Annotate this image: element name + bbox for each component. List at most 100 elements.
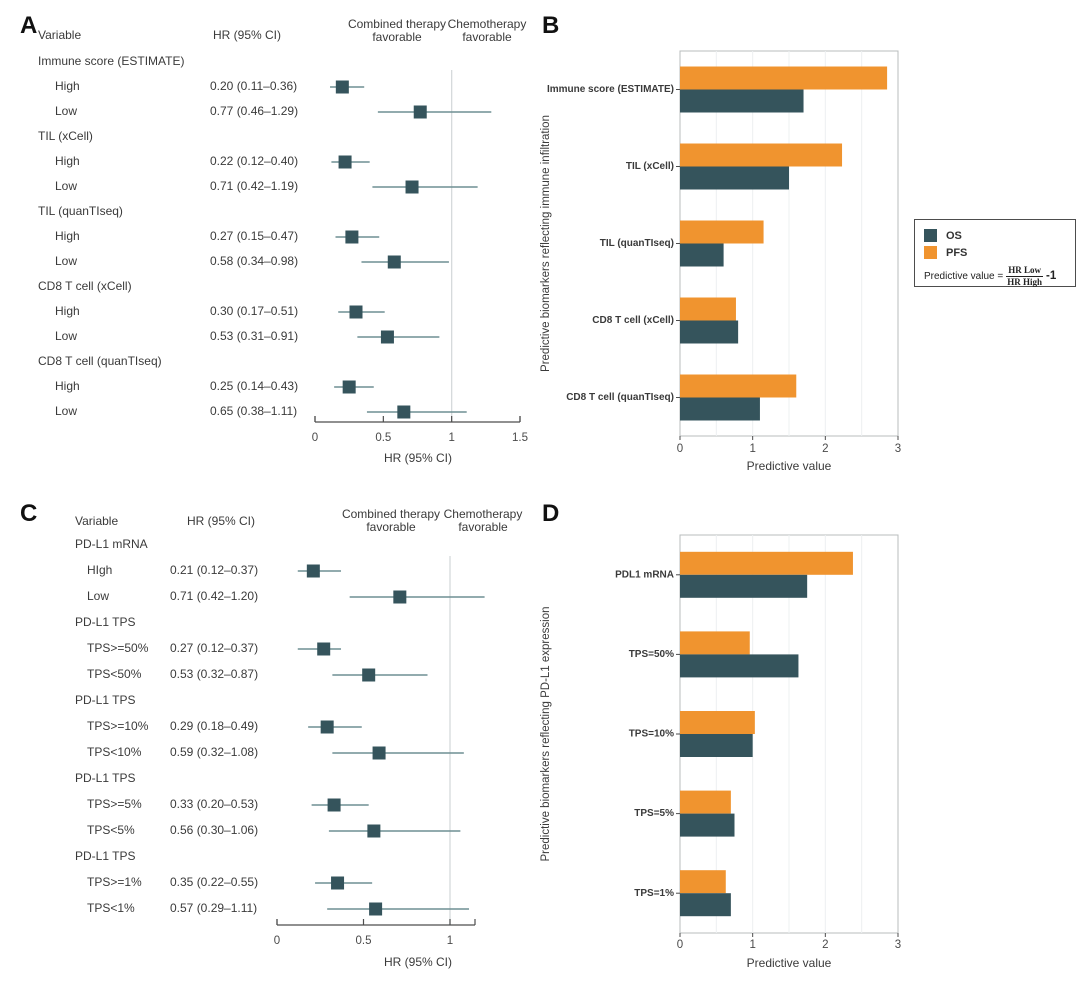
- hazard-ratio-marker: [327, 798, 341, 812]
- variable-column-header: Variable: [38, 28, 81, 42]
- forest-hr-value: 0.33 (0.20–0.53): [170, 797, 258, 811]
- bar-pfs: [680, 790, 731, 814]
- panel-d-bar-chart: PDL1 mRNA TPS=50% TPS=10% TPS=5% TPS=1% 0 1 2 3 P…: [540, 534, 901, 970]
- os-swatch: [924, 229, 937, 242]
- x-axis-tick-label: 0.5: [356, 935, 372, 947]
- chemotherapy-favorable-header: Chemotherapy: [444, 507, 523, 521]
- panel-b-bar-chart: Immune score (ESTIMATE) TIL (xCell) TIL (q…: [540, 50, 901, 473]
- forest-hr-value: 0.22 (0.12–0.40): [210, 154, 298, 168]
- x-axis-tick-label: 2: [822, 443, 828, 455]
- forest-hr-value: 0.71 (0.42–1.19): [210, 179, 298, 193]
- x-axis-tick-label: 0: [274, 935, 280, 947]
- forest-group-label: PD-L1 TPS: [75, 693, 135, 707]
- forest-group-label: PD-L1 TPS: [75, 849, 135, 863]
- bar-os: [680, 243, 724, 267]
- panel-a-label: A: [20, 12, 38, 39]
- combined-therapy-favorable-header: Combined therapy: [342, 507, 440, 521]
- forest-hr-value: 0.53 (0.31–0.91): [210, 329, 298, 343]
- forest-hr-value: 0.35 (0.22–0.55): [170, 875, 258, 889]
- forest-item-label: High: [55, 379, 80, 393]
- bar-pfs: [680, 711, 755, 734]
- panel-c-label: C: [20, 500, 38, 527]
- forest-hr-value: 0.53 (0.32–0.87): [170, 667, 258, 681]
- hazard-ratio-marker: [369, 902, 383, 916]
- forest-group-label: CD8 T cell (quanTIseq): [38, 354, 162, 368]
- forest-item-label: High: [55, 229, 80, 243]
- forest-group-label: TIL (quanTIseq): [38, 204, 123, 218]
- bar-os: [680, 574, 808, 598]
- hazard-ratio-marker: [393, 590, 407, 604]
- forest-group-label: TIL (xCell): [38, 129, 93, 143]
- bar-os: [680, 654, 799, 678]
- category-label: TPS=10%: [629, 729, 674, 740]
- pfs-swatch: [924, 246, 937, 259]
- forest-item-label: High: [55, 304, 80, 318]
- x-axis-tick-label: 0: [677, 443, 683, 455]
- forest-hr-value: 0.71 (0.42–1.20): [170, 589, 258, 603]
- forest-hr-value: 0.21 (0.12–0.37): [170, 563, 258, 577]
- x-axis-tick-label: 1: [749, 443, 755, 455]
- forest-item-label: HIgh: [87, 563, 112, 577]
- forest-hr-value: 0.29 (0.18–0.49): [170, 719, 258, 733]
- bar-pfs: [680, 870, 726, 894]
- chemotherapy-favorable-header: Chemotherapy: [448, 17, 527, 31]
- hazard-ratio-marker: [320, 720, 334, 734]
- category-label: CD8 T cell (xCell): [592, 315, 674, 326]
- forest-group-label: Immune score (ESTIMATE): [38, 54, 184, 68]
- pfs-label: PFS: [946, 246, 968, 259]
- forest-group-label: PD-L1 TPS: [75, 771, 135, 785]
- category-label: Immune score (ESTIMATE): [547, 84, 674, 95]
- hazard-ratio-marker: [349, 305, 363, 319]
- panel-d-label: D: [542, 500, 560, 527]
- category-label: CD8 T cell (quanTIseq): [566, 392, 674, 403]
- forest-hr-value: 0.59 (0.32–1.08): [170, 745, 258, 759]
- forest-item-label: TPS>=1%: [87, 875, 142, 889]
- x-axis-title: HR (95% CI): [384, 955, 452, 969]
- hazard-ratio-marker: [387, 255, 401, 269]
- forest-hr-value: 0.65 (0.38–1.11): [210, 404, 297, 418]
- x-axis-tick-label: 1: [448, 432, 454, 444]
- x-axis-tick-label: 0.5: [375, 432, 391, 444]
- bar-pfs: [680, 297, 736, 321]
- bar-os: [680, 166, 789, 190]
- formula-numerator: HR Low: [1006, 265, 1043, 277]
- hazard-ratio-marker: [345, 230, 359, 244]
- bar-pfs: [680, 220, 764, 244]
- combined-therapy-favorable-header: favorable: [372, 30, 422, 44]
- legend-os-row: OS: [924, 227, 1066, 244]
- forest-hr-value: 0.27 (0.12–0.37): [170, 641, 258, 655]
- bar-pfs: [680, 631, 750, 655]
- forest-hr-value: 0.77 (0.46–1.29): [210, 104, 298, 118]
- forest-item-label: TPS>=10%: [87, 719, 149, 733]
- panel-a-forest-plot: Variable HR (95% CI)Combined therapyfavor…: [38, 17, 528, 465]
- x-axis-tick-label: 0: [677, 939, 683, 951]
- hazard-ratio-marker: [362, 668, 376, 682]
- forest-hr-value: 0.56 (0.30–1.06): [170, 823, 258, 837]
- hazard-ratio-marker: [306, 564, 320, 578]
- forest-item-label: Low: [55, 329, 77, 343]
- forest-hr-value: 0.57 (0.29–1.11): [170, 901, 257, 915]
- category-label: TIL (quanTIseq): [600, 238, 674, 249]
- combined-therapy-favorable-header: Combined therapy: [348, 17, 446, 31]
- bar-os: [680, 734, 753, 757]
- bar-os: [680, 893, 731, 917]
- hazard-ratio-marker: [397, 405, 411, 419]
- hazard-ratio-marker: [367, 824, 381, 838]
- category-label: TPS=5%: [634, 808, 674, 819]
- forest-hr-value: 0.58 (0.34–0.98): [210, 254, 298, 268]
- bar-os: [680, 89, 804, 113]
- category-label: PDL1 mRNA: [615, 569, 674, 580]
- forest-item-label: Low: [55, 254, 77, 268]
- bar-pfs: [680, 374, 797, 398]
- forest-hr-value: 0.30 (0.17–0.51): [210, 304, 298, 318]
- x-axis-tick-label: 2: [822, 939, 828, 951]
- y-axis-title: Predictive biomarkers reflecting immune …: [540, 115, 552, 372]
- y-axis-title: Predictive biomarkers reflecting PD-L1 e…: [540, 606, 552, 861]
- category-label: TPS=1%: [634, 888, 674, 899]
- bar-os: [680, 397, 760, 421]
- bar-pfs: [680, 143, 843, 167]
- category-label: TPS=50%: [629, 649, 674, 660]
- forest-hr-value: 0.27 (0.15–0.47): [210, 229, 298, 243]
